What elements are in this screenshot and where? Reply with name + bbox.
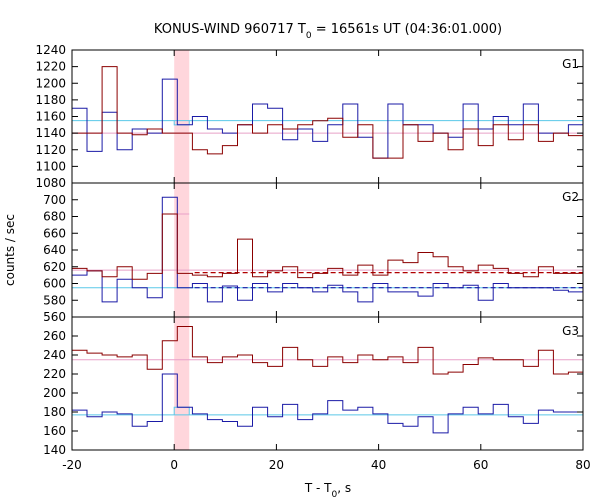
x-axis-label: T - T0, s bbox=[304, 481, 351, 500]
y-tick-label: 1140 bbox=[35, 126, 66, 140]
y-tick-label: 1100 bbox=[35, 159, 66, 173]
series-red-g2 bbox=[72, 213, 583, 280]
panel-g3: 140 160 180 200 220 240 260 G3 bbox=[43, 316, 584, 457]
y-tick-label: 180 bbox=[43, 405, 66, 419]
y-tick-label: 1120 bbox=[35, 143, 66, 157]
y-tick-label: 620 bbox=[43, 260, 66, 274]
y-tick-label: 1220 bbox=[35, 60, 66, 74]
series-red-g1 bbox=[72, 66, 583, 167]
panel-plot-area bbox=[72, 66, 583, 167]
series-blue-g2 bbox=[72, 196, 583, 303]
y-tick-label: 1160 bbox=[35, 110, 66, 124]
y-tick-label: 1240 bbox=[35, 43, 66, 57]
panel-label: G2 bbox=[562, 190, 579, 204]
series-blue-g3 bbox=[72, 373, 583, 434]
y-tick-label: 200 bbox=[43, 386, 66, 400]
panel-label: G1 bbox=[562, 57, 579, 71]
y-tick-label: 140 bbox=[43, 443, 66, 457]
panel-g1: 1080 1100 1120 1140 1160 1180 1200 1220 1240 G1 bbox=[35, 43, 584, 190]
y-tick-label: 580 bbox=[43, 293, 66, 307]
y-tick-label: 1180 bbox=[35, 93, 66, 107]
x-tick-label: 80 bbox=[575, 458, 590, 472]
y-tick-label: 700 bbox=[43, 193, 66, 207]
x-tick-label: 0 bbox=[170, 458, 178, 472]
y-tick-label: 680 bbox=[43, 210, 66, 224]
panel-frame bbox=[71, 316, 584, 451]
y-tick-label: 560 bbox=[43, 310, 66, 324]
y-tick-label: 220 bbox=[43, 367, 66, 381]
panel-plot-area bbox=[72, 326, 583, 434]
chart-title: KONUS-WIND 960717 T0 = 16561s UT (04:36:… bbox=[154, 22, 502, 41]
panel-g2: 560 580 600 620 640 660 680 700 G2 bbox=[43, 182, 584, 324]
trigger-interval-band bbox=[174, 50, 190, 450]
x-tick-label: 60 bbox=[473, 458, 488, 472]
x-tick-label: -20 bbox=[62, 458, 82, 472]
y-axis-label: counts / sec bbox=[3, 214, 17, 286]
y-tick-label: 240 bbox=[43, 348, 66, 362]
y-tick-label: 1080 bbox=[35, 176, 66, 190]
y-tick-label: 260 bbox=[43, 329, 66, 343]
x-tick-label: 40 bbox=[371, 458, 386, 472]
y-tick-label: 1200 bbox=[35, 76, 66, 90]
y-tick-label: 160 bbox=[43, 424, 66, 438]
panel-label: G3 bbox=[562, 324, 579, 338]
panel-plot-area bbox=[72, 196, 583, 303]
series-red-g3 bbox=[72, 326, 583, 380]
y-tick-label: 600 bbox=[43, 277, 66, 291]
plot-layer: 1080 1100 1120 1140 1160 1180 1200 1220 1240 G1 56… bbox=[35, 43, 590, 472]
panel-frame bbox=[71, 182, 584, 318]
x-tick-label: 20 bbox=[269, 458, 284, 472]
y-tick-label: 660 bbox=[43, 226, 66, 240]
y-tick-label: 640 bbox=[43, 243, 66, 257]
